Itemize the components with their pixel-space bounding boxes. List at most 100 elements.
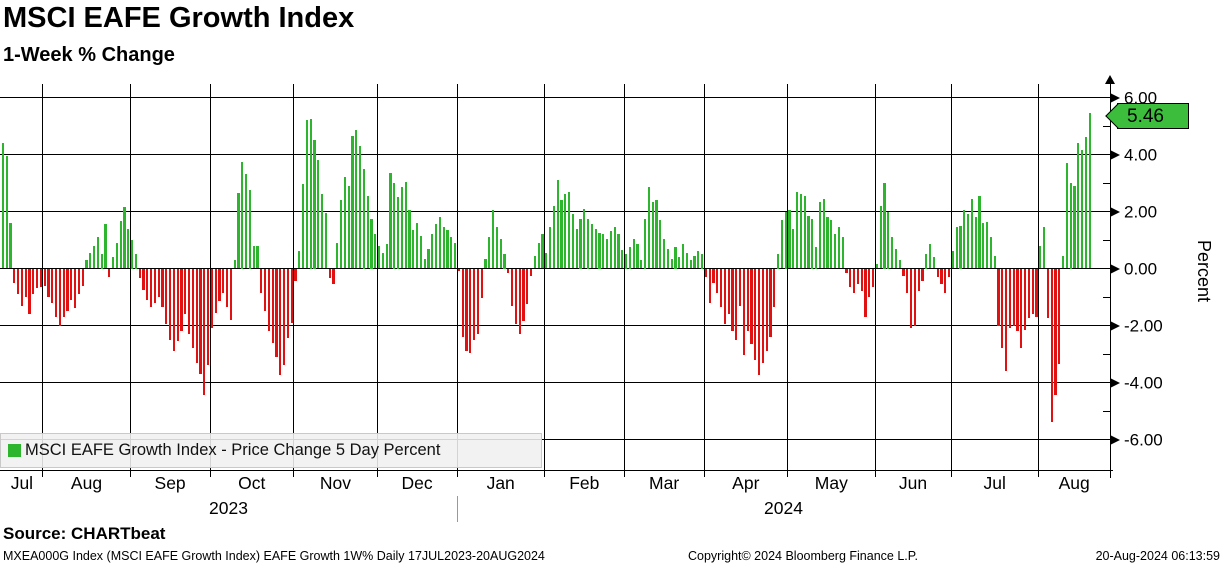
y-axis-major-tick-arrow bbox=[1110, 320, 1120, 331]
bar bbox=[849, 268, 852, 288]
month-label: Jun bbox=[898, 473, 928, 493]
bar bbox=[1035, 268, 1038, 317]
y-axis-minor-tick bbox=[1103, 182, 1110, 184]
bar bbox=[803, 195, 806, 269]
bar bbox=[165, 268, 168, 325]
bar bbox=[963, 210, 966, 269]
bar bbox=[252, 245, 255, 269]
bar bbox=[617, 234, 620, 269]
bar bbox=[659, 220, 662, 269]
bar bbox=[1084, 137, 1087, 269]
bar bbox=[868, 268, 871, 297]
bar bbox=[788, 210, 791, 269]
bar bbox=[222, 268, 225, 293]
month-tick-top bbox=[129, 84, 131, 106]
bar bbox=[564, 194, 567, 269]
bar bbox=[1058, 268, 1061, 364]
bar bbox=[191, 268, 194, 349]
bar bbox=[742, 268, 745, 356]
bar bbox=[510, 268, 514, 306]
bar bbox=[598, 232, 601, 269]
bar bbox=[1031, 268, 1034, 315]
x-axis-line bbox=[0, 469, 1113, 471]
bar bbox=[1077, 143, 1080, 269]
bar bbox=[647, 187, 650, 269]
bar bbox=[959, 225, 962, 269]
gridline-v bbox=[787, 97, 789, 470]
bar bbox=[526, 268, 529, 305]
bar bbox=[229, 268, 232, 320]
bar bbox=[328, 268, 331, 279]
bar bbox=[1042, 227, 1046, 269]
month-tick-top bbox=[209, 84, 211, 106]
month-tick-top bbox=[1037, 84, 1039, 106]
month-tick-top bbox=[42, 84, 44, 106]
bar bbox=[989, 237, 992, 269]
bar bbox=[773, 268, 776, 307]
bar bbox=[799, 194, 802, 269]
bar bbox=[792, 228, 795, 269]
bar bbox=[723, 268, 726, 325]
month-tick-top bbox=[623, 84, 625, 106]
bar bbox=[434, 224, 438, 269]
bar bbox=[374, 234, 377, 269]
bar bbox=[689, 259, 692, 269]
bar bbox=[640, 259, 643, 269]
bar bbox=[442, 227, 445, 269]
bar bbox=[875, 264, 878, 269]
bar bbox=[902, 268, 905, 276]
bar bbox=[358, 145, 362, 269]
month-tick-bottom bbox=[950, 470, 952, 477]
bar bbox=[180, 268, 183, 332]
bar bbox=[256, 245, 259, 269]
month-tick-bottom bbox=[1037, 470, 1039, 477]
y-axis-tick-label: -4.00 bbox=[1124, 373, 1163, 392]
bar bbox=[841, 237, 844, 269]
bar bbox=[142, 268, 145, 290]
bar bbox=[339, 200, 343, 269]
bar bbox=[210, 268, 213, 329]
page-subtitle: 1-Week % Change bbox=[3, 44, 175, 66]
gridline-v bbox=[703, 97, 705, 470]
bar bbox=[157, 268, 160, 297]
bar bbox=[579, 218, 582, 269]
last-value-badge: 5.46 bbox=[1117, 103, 1189, 129]
footer-copyright: Copyright© 2024 Bloomberg Finance L.P. bbox=[688, 549, 918, 563]
bar bbox=[814, 247, 818, 269]
bar bbox=[313, 140, 316, 269]
bar bbox=[1039, 245, 1042, 269]
month-label: Oct bbox=[238, 473, 266, 493]
bar bbox=[1016, 268, 1019, 332]
bar bbox=[127, 228, 130, 269]
bar bbox=[28, 268, 31, 315]
bar bbox=[776, 254, 780, 269]
bar bbox=[400, 187, 403, 269]
bar bbox=[712, 268, 715, 283]
bar bbox=[81, 268, 84, 286]
bar bbox=[818, 201, 821, 269]
bar bbox=[552, 205, 555, 269]
bar bbox=[1023, 268, 1027, 330]
bar bbox=[651, 201, 654, 269]
bar bbox=[655, 200, 658, 269]
bar bbox=[522, 268, 525, 322]
bar bbox=[1065, 163, 1068, 269]
bar bbox=[115, 242, 118, 269]
bar bbox=[248, 190, 251, 269]
bar bbox=[503, 254, 506, 269]
bar bbox=[1069, 183, 1072, 269]
gridline-h bbox=[0, 382, 1110, 383]
bar bbox=[423, 258, 426, 269]
footer-timestamp: 20-Aug-2024 06:13:59 bbox=[1095, 549, 1220, 563]
month-tick-bottom bbox=[543, 470, 545, 477]
bar bbox=[1088, 112, 1091, 269]
bar bbox=[85, 259, 88, 269]
month-tick-top bbox=[376, 84, 378, 106]
bar bbox=[1061, 255, 1065, 269]
bar bbox=[332, 268, 335, 285]
bar bbox=[537, 242, 540, 269]
bar bbox=[795, 191, 799, 269]
year-divider bbox=[457, 496, 458, 522]
bar bbox=[662, 238, 666, 269]
